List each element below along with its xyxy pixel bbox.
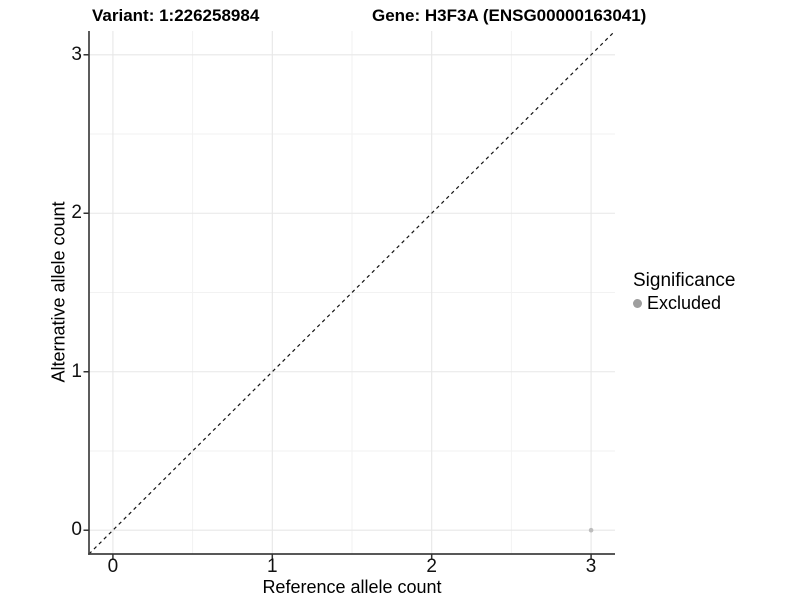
x-tick-label: 2 bbox=[426, 556, 437, 577]
y-tick-label: 1 bbox=[71, 360, 82, 382]
legend-entry-label: Excluded bbox=[647, 293, 722, 313]
x-tick-label: 0 bbox=[107, 556, 119, 577]
y-tick-label: 0 bbox=[71, 519, 82, 541]
y-tick-label: 3 bbox=[71, 43, 82, 65]
x-axis-title: Reference allele count bbox=[262, 577, 442, 597]
legend-title: Significance bbox=[633, 270, 736, 291]
y-tick-label: 2 bbox=[71, 202, 82, 224]
legend-entry: Excluded bbox=[633, 293, 735, 314]
x-tick-label: 1 bbox=[267, 556, 278, 577]
plot-title-variant: Variant: 1:226258984 bbox=[92, 6, 260, 25]
identity-dashed-line bbox=[88, 30, 616, 555]
legend-key-circle-icon bbox=[633, 299, 642, 308]
y-axis-title: Alternative allele count bbox=[48, 201, 69, 383]
x-tick-label: 3 bbox=[585, 556, 597, 577]
plot-title-gene: Gene: H3F3A (ENSG00000163041) bbox=[372, 6, 647, 25]
legend-entries: Excluded bbox=[633, 293, 735, 314]
legend: Significance Excluded bbox=[633, 269, 735, 314]
data-point bbox=[588, 527, 594, 533]
